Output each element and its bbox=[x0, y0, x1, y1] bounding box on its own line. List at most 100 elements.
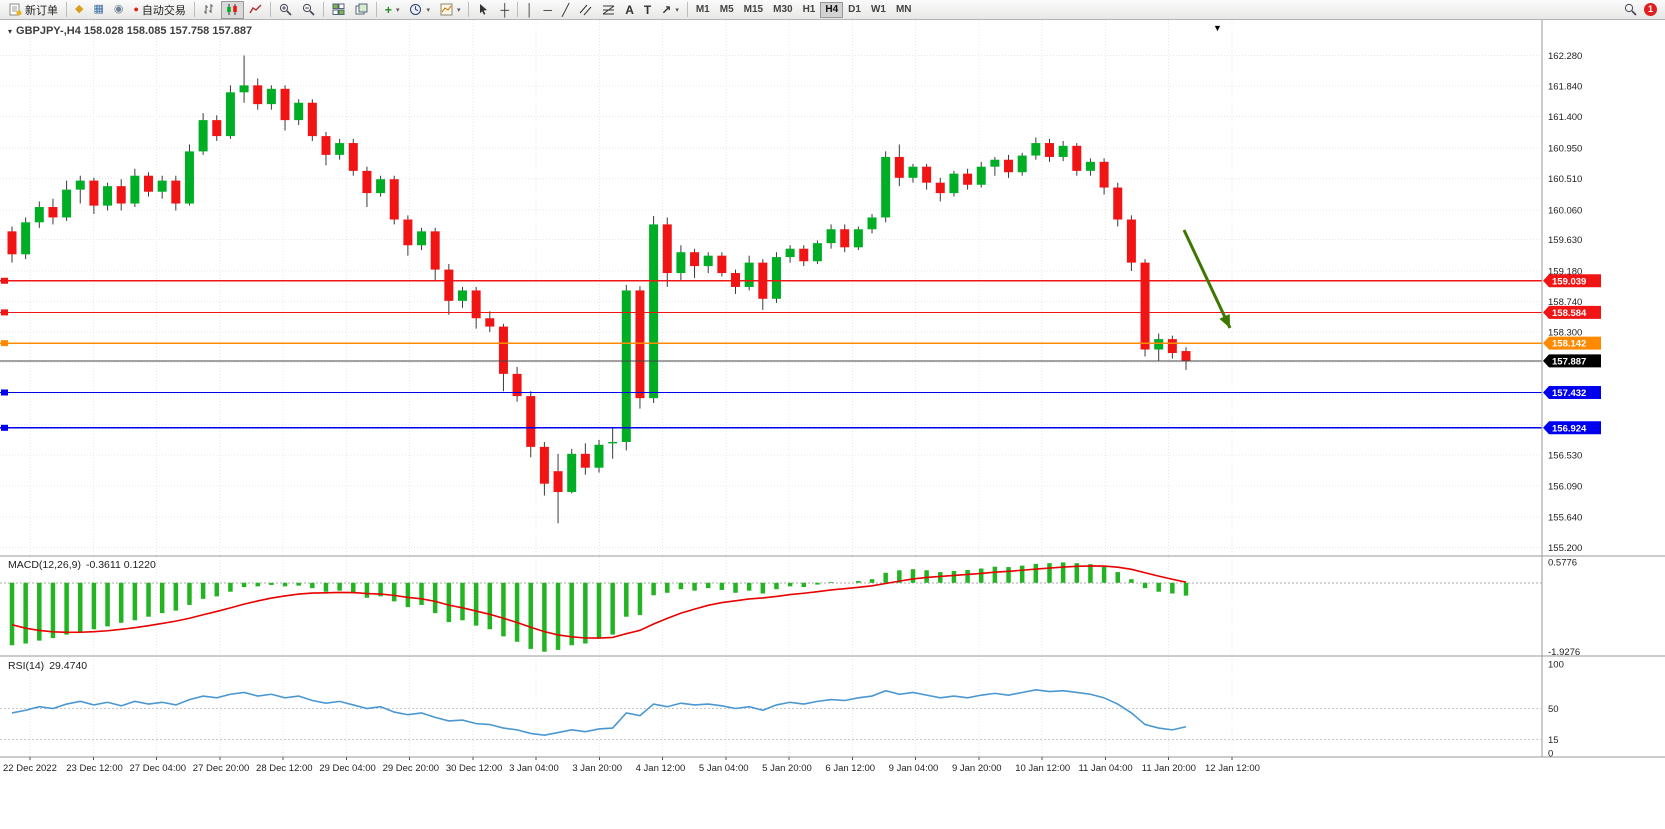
svg-text:158.142: 158.142 bbox=[1552, 339, 1586, 350]
svg-text:158.740: 158.740 bbox=[1548, 297, 1582, 308]
vertical-line-button[interactable]: │ bbox=[521, 1, 539, 19]
crosshair-icon: ┼ bbox=[500, 2, 509, 17]
arrow-annotation[interactable] bbox=[1182, 229, 1232, 329]
rsi-title-text: RSI(14) bbox=[8, 660, 45, 672]
timeframe-button-h4[interactable]: H4 bbox=[820, 1, 844, 18]
price-tag-157.887[interactable]: 157.887 bbox=[1543, 354, 1601, 368]
add-indicator-button[interactable]: + ▾ bbox=[380, 1, 405, 19]
timeframe-button-h1[interactable]: H1 bbox=[798, 2, 821, 18]
autotrading-button[interactable]: ● 自动交易 bbox=[128, 1, 190, 19]
timeframe-button-m15[interactable]: M15 bbox=[739, 2, 768, 18]
cursor-button[interactable] bbox=[472, 1, 495, 19]
hlines-layer[interactable] bbox=[0, 277, 1542, 431]
macd-signal-line bbox=[11, 565, 1187, 639]
profiles-button[interactable]: ◆ bbox=[70, 1, 88, 19]
svg-text:158.584: 158.584 bbox=[1552, 308, 1587, 319]
rsi-label: RSI(14) 29.4740 bbox=[8, 660, 87, 672]
toolbar-separator bbox=[322, 2, 324, 17]
toolbar-separator bbox=[468, 2, 470, 17]
template-button[interactable]: ▾ bbox=[435, 1, 466, 19]
toolbar-separator bbox=[517, 2, 518, 17]
price-tag-158.142[interactable]: 158.142 bbox=[1543, 336, 1601, 350]
channel-icon bbox=[579, 4, 592, 16]
price-tag-157.432[interactable]: 157.432 bbox=[1543, 385, 1601, 399]
navigator-button[interactable]: ◉ bbox=[109, 1, 129, 19]
chart-title: ▾ GBPJPY-,H4 158.028 158.085 157.758 157… bbox=[8, 25, 252, 37]
price-tags[interactable]: 159.039 158.584 158.142 157.887 157.432 156.9… bbox=[1543, 274, 1601, 435]
vertical-line-icon: │ bbox=[526, 2, 534, 17]
chart-shift-marker-icon[interactable]: ▼ bbox=[1213, 23, 1222, 33]
bar-chart-button[interactable] bbox=[198, 1, 221, 19]
chevron-down-icon: ▾ bbox=[675, 6, 679, 14]
svg-text:159.180: 159.180 bbox=[1548, 266, 1582, 277]
candlestick-chart-button[interactable] bbox=[220, 0, 244, 19]
search-icon[interactable] bbox=[1624, 3, 1637, 16]
clock-icon bbox=[410, 4, 422, 15]
svg-text:4 Jan 12:00: 4 Jan 12:00 bbox=[636, 763, 686, 774]
new-order-button[interactable]: 新订单 bbox=[4, 1, 63, 19]
line-chart-button[interactable] bbox=[244, 1, 267, 19]
svg-text:156.530: 156.530 bbox=[1548, 451, 1582, 462]
channel-button[interactable] bbox=[574, 1, 597, 19]
toolbar-separator bbox=[375, 2, 377, 17]
fibonacci-button[interactable] bbox=[597, 1, 620, 19]
chevron-down-icon: ▾ bbox=[456, 6, 461, 14]
svg-text:158.300: 158.300 bbox=[1548, 328, 1582, 339]
svg-text:27 Dec 04:00: 27 Dec 04:00 bbox=[130, 763, 187, 774]
svg-text:157.887: 157.887 bbox=[1552, 356, 1586, 367]
timeframe-button-d1[interactable]: D1 bbox=[843, 2, 866, 18]
period-button[interactable]: ▾ bbox=[404, 1, 435, 19]
arrows-tool-button[interactable]: ↗ ▾ bbox=[656, 1, 684, 19]
horizontal-line-button[interactable]: ─ bbox=[539, 1, 558, 19]
price-tag-156.924[interactable]: 156.924 bbox=[1543, 421, 1601, 435]
trendline-button[interactable]: ╱ bbox=[557, 1, 574, 19]
zoom-in-button[interactable] bbox=[274, 1, 297, 19]
timeframe-button-m1[interactable]: M1 bbox=[691, 2, 715, 18]
timeframe-button-m5[interactable]: M5 bbox=[715, 2, 739, 18]
rsi-value-text: 29.4740 bbox=[49, 660, 88, 672]
toolbar-separator bbox=[193, 2, 195, 17]
svg-text:27 Dec 20:00: 27 Dec 20:00 bbox=[193, 763, 250, 774]
navigator-icon: ◉ bbox=[113, 3, 124, 15]
svg-text:159.039: 159.039 bbox=[1552, 276, 1586, 287]
timeframe-button-m30[interactable]: M30 bbox=[768, 2, 797, 18]
tile-windows-button[interactable] bbox=[327, 1, 350, 19]
arrow-object-icon: ↗ bbox=[661, 2, 672, 17]
svg-text:156.090: 156.090 bbox=[1548, 481, 1582, 492]
autotrading-label: 自动交易 bbox=[141, 4, 186, 17]
cascade-windows-button[interactable] bbox=[350, 1, 373, 19]
timeframe-button-w1[interactable]: W1 bbox=[866, 2, 891, 18]
svg-text:3 Jan 20:00: 3 Jan 20:00 bbox=[572, 763, 622, 774]
timeframe-button-mn[interactable]: MN bbox=[891, 2, 917, 18]
zoom-out-button[interactable] bbox=[297, 1, 320, 19]
market-watch-button[interactable]: ▦ bbox=[88, 1, 108, 19]
text-label-button[interactable]: T bbox=[639, 1, 656, 19]
toolbar-separator bbox=[269, 2, 271, 17]
text-button[interactable]: A bbox=[620, 1, 639, 19]
price-tag-158.584[interactable]: 158.584 bbox=[1543, 305, 1601, 319]
time-axis: 22 Dec 2022 23 Dec 12:00 27 Dec 04:00 27 De… bbox=[3, 757, 1260, 774]
chart-canvas[interactable]: 162.280 161.840 161.400 160.950 160.510 160.0… bbox=[0, 20, 1665, 829]
svg-text:3 Jan 04:00: 3 Jan 04:00 bbox=[509, 763, 559, 774]
chart-window[interactable]: 162.280 161.840 161.400 160.950 160.510 160.0… bbox=[0, 20, 1665, 829]
horizontal-line-icon: ─ bbox=[543, 2, 553, 17]
zoom-in-icon bbox=[279, 3, 292, 16]
svg-text:23 Dec 12:00: 23 Dec 12:00 bbox=[66, 763, 123, 774]
notification-badge[interactable]: 1 bbox=[1644, 3, 1657, 16]
svg-text:157.432: 157.432 bbox=[1552, 388, 1586, 399]
svg-text:159.630: 159.630 bbox=[1548, 235, 1582, 246]
macd-title-text: MACD(12,26,9) bbox=[8, 559, 81, 571]
panel-separators[interactable] bbox=[0, 20, 1665, 758]
new-order-label: 新订单 bbox=[25, 4, 58, 17]
svg-text:15: 15 bbox=[1548, 735, 1559, 746]
autotrading-icon: ● bbox=[133, 4, 139, 14]
candles-layer bbox=[7, 55, 1191, 524]
line-chart-icon bbox=[249, 4, 262, 14]
rsi-line bbox=[11, 688, 1187, 737]
crosshair-button[interactable]: ┼ bbox=[495, 1, 514, 19]
svg-text:29 Dec 20:00: 29 Dec 20:00 bbox=[383, 763, 440, 774]
macd-histogram bbox=[9, 562, 1189, 652]
price-tag-159.039[interactable]: 159.039 bbox=[1543, 274, 1601, 288]
macd-label: MACD(12,26,9) -0.3611 0.1220 bbox=[8, 559, 156, 571]
svg-text:6 Jan 12:00: 6 Jan 12:00 bbox=[825, 763, 875, 774]
